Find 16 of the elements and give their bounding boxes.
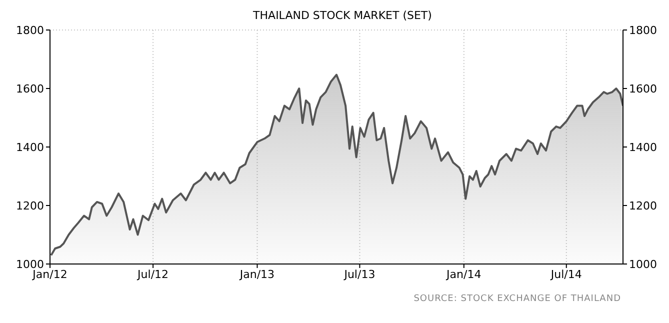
source-note: SOURCE: STOCK EXCHANGE OF THAILAND <box>414 294 621 304</box>
y2-tick-label: 1600 <box>629 82 657 96</box>
x-tick-label: Jul/14 <box>550 268 582 281</box>
x-tick-label: Jul/13 <box>343 268 376 281</box>
x-tick-label: Jan/13 <box>238 268 275 281</box>
y2-tick-label: 1200 <box>629 199 657 212</box>
y2-tick-label: 1000 <box>629 258 657 271</box>
chart-title: THAILAND STOCK MARKET (SET) <box>252 8 433 24</box>
y-tick-label: 1200 <box>16 199 44 212</box>
y2-tick-label: 1800 <box>629 24 657 37</box>
x-tick-label: Jul/12 <box>136 268 169 281</box>
y-tick-label: 1800 <box>16 24 44 37</box>
x-tick-label: Jan/14 <box>446 268 482 281</box>
y-tick-label: 1600 <box>16 82 44 96</box>
y-tick-label: 1400 <box>16 140 44 154</box>
y2-tick-label: 1400 <box>629 140 657 154</box>
